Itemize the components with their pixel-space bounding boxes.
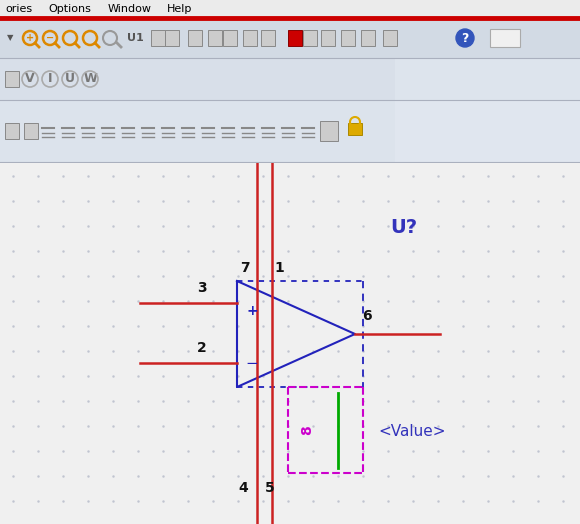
Text: +: + [26, 33, 34, 43]
Text: U?: U? [390, 218, 417, 237]
Text: ▼: ▼ [7, 34, 13, 42]
Text: I: I [48, 72, 52, 85]
Bar [208, 30, 222, 46]
Bar [188, 30, 202, 46]
Bar [348, 123, 362, 135]
Text: V: V [25, 72, 35, 85]
Bar [5, 71, 19, 87]
Text: W: W [83, 72, 97, 85]
Bar [395, 58, 580, 100]
Bar [303, 30, 317, 46]
Bar [165, 30, 179, 46]
Bar [24, 123, 38, 139]
Text: Window: Window [108, 4, 152, 14]
Text: <Value>: <Value> [378, 423, 445, 439]
Bar [261, 30, 275, 46]
Bar [490, 29, 520, 47]
Text: 4: 4 [238, 481, 248, 495]
Text: 5: 5 [265, 481, 275, 495]
Bar [151, 30, 165, 46]
Bar [341, 30, 355, 46]
Text: +: + [246, 304, 258, 318]
Bar [0, 18, 580, 60]
Text: U1: U1 [126, 33, 143, 43]
Text: 6: 6 [362, 309, 372, 323]
Text: Options: Options [48, 4, 91, 14]
Text: −: − [245, 355, 258, 370]
Bar [5, 123, 19, 139]
Text: 8: 8 [300, 425, 314, 435]
Bar [321, 30, 335, 46]
Bar [320, 121, 338, 141]
Bar [243, 30, 257, 46]
Bar [395, 100, 580, 163]
Text: 1: 1 [274, 261, 284, 275]
Text: 3: 3 [197, 281, 207, 295]
Text: U: U [65, 72, 75, 85]
Text: 2: 2 [197, 341, 207, 355]
Text: 7: 7 [240, 261, 250, 275]
Bar [0, 100, 395, 163]
Text: −: − [46, 33, 54, 43]
Bar [223, 30, 237, 46]
Text: ?: ? [461, 31, 469, 45]
Bar [0, 58, 395, 100]
Bar [288, 30, 302, 46]
Text: ories: ories [5, 4, 32, 14]
Bar [361, 30, 375, 46]
Circle shape [456, 29, 474, 47]
Bar [383, 30, 397, 46]
Text: Help: Help [167, 4, 193, 14]
Bar [0, 0, 580, 18]
